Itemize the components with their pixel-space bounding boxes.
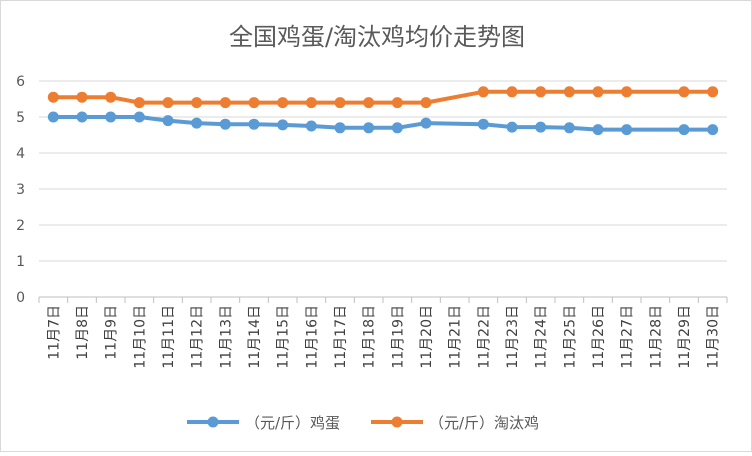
data-point [563, 86, 575, 98]
x-tick-label: 11月23日 [505, 305, 521, 369]
data-point [191, 97, 203, 109]
data-point [592, 124, 604, 136]
data-point [248, 118, 260, 130]
legend-marker [391, 416, 403, 428]
data-point [162, 115, 174, 127]
legend-label: （元/斤）鸡蛋 [245, 414, 340, 432]
data-point [420, 97, 432, 109]
data-point [621, 86, 633, 98]
y-tick-label: 2 [16, 218, 25, 234]
legend-item-1: （元/斤）鸡蛋 [187, 414, 340, 432]
x-tick-label: 11月30日 [706, 305, 722, 369]
x-tick-label: 11月28日 [648, 305, 664, 369]
x-tick-label: 11月25日 [562, 305, 578, 369]
data-point [363, 97, 375, 109]
chart-title: 全国鸡蛋/淘汰鸡均价走势图 [229, 23, 525, 51]
x-tick-label: 11月11日 [161, 305, 177, 369]
data-point [477, 86, 489, 98]
x-tick-label: 11月27日 [620, 305, 636, 369]
series-line [51, 115, 715, 132]
data-point [420, 117, 432, 129]
x-tick-label: 11月14日 [247, 305, 263, 369]
y-tick-label: 1 [16, 254, 25, 270]
data-point [563, 122, 575, 134]
data-point [162, 97, 174, 109]
x-axis [38, 296, 728, 303]
y-tick-label: 6 [16, 74, 25, 90]
data-point [334, 122, 346, 134]
data-point [535, 86, 547, 98]
data-point [305, 120, 317, 132]
x-tick-label: 11月10日 [132, 305, 148, 369]
gridlines [39, 80, 727, 262]
x-tick-label: 11月24日 [534, 305, 550, 369]
series-lines [47, 86, 719, 136]
data-point [133, 97, 145, 109]
data-point [219, 97, 231, 109]
data-point [506, 86, 518, 98]
legend-item-2: （元/斤）淘汰鸡 [371, 414, 539, 432]
x-tick-label: 11月16日 [304, 305, 320, 369]
data-point [219, 118, 231, 130]
y-tick-label: 5 [16, 110, 25, 126]
x-tick-label: 11月17日 [333, 305, 349, 369]
x-tick-label: 11月12日 [190, 305, 206, 369]
x-tick-label: 11月9日 [104, 305, 120, 360]
data-point [191, 117, 203, 129]
data-point [277, 97, 289, 109]
data-point [133, 111, 145, 123]
data-point [47, 111, 59, 123]
x-axis-labels: 11月7日 11月8日 11月9日 11月10日 11月11日 11月12日 11月13日 1… [46, 305, 721, 369]
data-point [506, 121, 518, 133]
data-point [592, 86, 604, 98]
data-point [334, 97, 346, 109]
data-point [248, 97, 260, 109]
data-point [76, 111, 88, 123]
x-tick-label: 11月26日 [591, 305, 607, 369]
data-point [305, 97, 317, 109]
data-point [105, 111, 117, 123]
x-tick-label: 11月18日 [362, 305, 378, 369]
x-tick-label: 11月21日 [448, 305, 464, 369]
legend-label: （元/斤）淘汰鸡 [429, 414, 539, 432]
x-tick-label: 11月22日 [476, 305, 492, 369]
data-point [277, 119, 289, 131]
data-point [391, 97, 403, 109]
data-point [678, 124, 690, 136]
x-tick-label: 11月8日 [75, 305, 91, 360]
series-line [51, 89, 715, 105]
data-point [363, 122, 375, 134]
y-tick-label: 0 [16, 290, 25, 306]
x-tick-label: 11月29日 [677, 305, 693, 369]
data-point [621, 124, 633, 136]
data-point [535, 121, 547, 133]
y-tick-label: 4 [16, 146, 25, 162]
y-tick-label: 3 [16, 182, 25, 198]
series-1 [47, 111, 719, 136]
data-point [391, 122, 403, 134]
x-tick-label: 11月7日 [46, 305, 62, 360]
data-point [47, 91, 59, 103]
data-point [76, 91, 88, 103]
x-tick-label: 11月15日 [276, 305, 292, 369]
x-tick-label: 11月13日 [218, 305, 234, 369]
data-point [477, 118, 489, 130]
data-point [707, 124, 719, 136]
x-tick-label: 11月19日 [390, 305, 406, 369]
data-point [707, 86, 719, 98]
data-point [105, 91, 117, 103]
data-point [678, 86, 690, 98]
legend: （元/斤）鸡蛋 （元/斤）淘汰鸡 [187, 414, 539, 432]
x-tick-label: 11月20日 [419, 305, 435, 369]
legend-marker [207, 416, 219, 428]
y-axis-ticks: 0 1 2 3 4 5 6 [16, 74, 25, 306]
series-2 [47, 86, 719, 109]
